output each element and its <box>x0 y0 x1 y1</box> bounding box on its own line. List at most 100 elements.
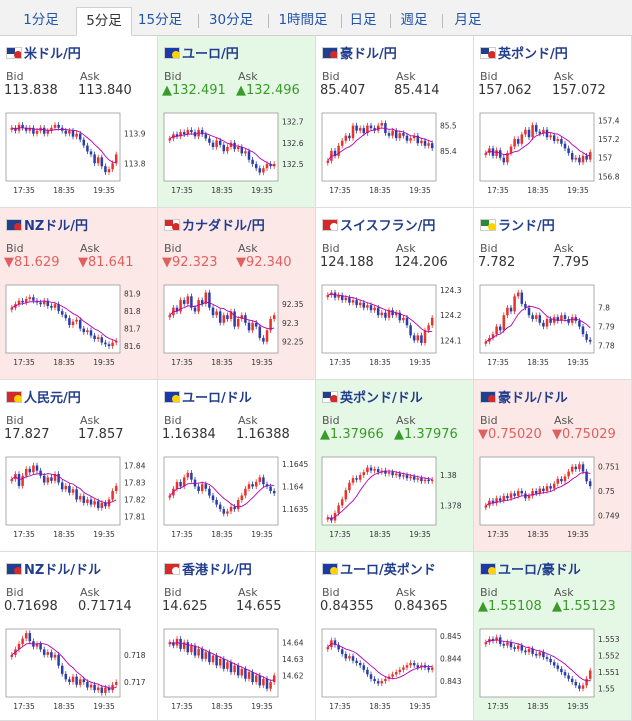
candle-down <box>412 476 416 480</box>
candle-down <box>384 470 387 474</box>
candle-down <box>570 153 574 160</box>
pair-title[interactable]: ユーロ/ドル <box>164 387 252 406</box>
candle-down <box>355 478 358 480</box>
candle-up <box>513 296 516 312</box>
candle-up <box>326 647 330 650</box>
candle-down <box>384 312 387 318</box>
candle-up <box>114 485 118 491</box>
candle-up <box>506 642 509 646</box>
candle-down <box>265 678 269 689</box>
pair-title[interactable]: 人民元/円 <box>6 387 81 406</box>
candle-down <box>412 663 416 666</box>
candle-up <box>186 296 190 304</box>
candle-up <box>262 168 265 173</box>
pair-title[interactable]: カナダドル/円 <box>164 215 265 234</box>
price-chart: 14.64 14.63 14.62 17:35 18:35 19:35 <box>163 628 304 711</box>
y-tick-label: 132.5 <box>282 160 304 169</box>
candle-down <box>50 652 53 658</box>
y-tick-label: 1.552 <box>598 652 620 661</box>
pair-cell[interactable]: ユーロ/ドル Bid Ask 1.16384 1.16388 1.1645 1.164 1.1… <box>158 380 316 552</box>
pair-cell[interactable]: 香港ドル/円 Bid Ask 14.625 14.655 14.64 14.63 14.62 1… <box>158 552 316 721</box>
candle-up <box>549 135 552 138</box>
candle-up <box>71 321 75 326</box>
pair-cell[interactable]: ユーロ/円 Bid Ask ▲132.491 ▲132.496 132.7 132.6 132… <box>158 36 316 208</box>
candle-up <box>182 642 186 649</box>
pair-cell[interactable]: ランド/円 Bid Ask 7.782 7.795 7.8 7.79 7.78 17:35 18:… <box>474 208 632 380</box>
ask-value: 124.206 <box>394 255 448 270</box>
tab-6[interactable]: 週足 <box>400 12 428 28</box>
pair-cell[interactable]: カナダドル/円 Bid Ask ▼92.323 ▼92.340 92.35 92.3 92.2… <box>158 208 316 380</box>
pair-title[interactable]: 豪ドル/円 <box>322 43 397 62</box>
candle-up <box>387 310 391 318</box>
candle-up <box>484 505 488 508</box>
candle-down <box>82 139 86 146</box>
pair-cell[interactable]: 米ドル/円 Bid Ask 113.838 113.840 113.9 113.8 17:35… <box>0 36 158 208</box>
pair-title[interactable]: NZドル/円 <box>6 215 88 234</box>
candle-up <box>502 315 506 331</box>
tab-2[interactable]: 15分足 <box>137 12 183 28</box>
candle-up <box>351 125 355 139</box>
tab-5[interactable]: 日足 <box>349 12 377 28</box>
candle-down <box>567 319 570 323</box>
pair-title[interactable]: 米ドル/円 <box>6 43 81 62</box>
candle-down <box>208 652 211 663</box>
candle-up <box>240 495 244 501</box>
candle-down <box>82 679 86 683</box>
pair-cell[interactable]: 豪ドル/円 Bid Ask 85.407 85.414 85.5 85.4 17:35 18:3… <box>316 36 474 208</box>
pair-name: ユーロ/ドル <box>182 391 252 406</box>
candle-down <box>42 127 46 134</box>
candle-up <box>427 325 430 331</box>
candle-up <box>197 300 200 312</box>
pair-title[interactable]: NZドル/ドル <box>6 559 101 578</box>
pair-cell[interactable]: NZドル/ドル Bid Ask 0.71698 0.71714 0.718 0.717 17:… <box>0 552 158 721</box>
chart-frame <box>321 456 437 526</box>
candle-up <box>402 667 405 670</box>
candle-down <box>516 139 520 144</box>
x-tick-label: 17:35 <box>329 530 351 539</box>
pair-title[interactable]: 英ポンド/円 <box>480 43 568 62</box>
y-tick-label: 1.551 <box>598 668 620 677</box>
candle-up <box>387 472 391 474</box>
pair-cell[interactable]: 英ポンド/円 Bid Ask 157.062 157.072 157.4 157.2 157 1… <box>474 36 632 208</box>
pair-title[interactable]: 豪ドル/ドル <box>480 387 568 406</box>
candle-up <box>366 125 369 134</box>
chart-frame <box>163 456 279 526</box>
tab-3[interactable]: 30分足 <box>208 12 254 28</box>
pair-cell[interactable]: 英ポンド/ドル Bid Ask ▲1.37966 ▲1.37976 1.38 1.378 17… <box>316 380 474 552</box>
tab-1[interactable]: 5分足 <box>76 7 132 36</box>
candle-down <box>373 128 376 131</box>
bid-value: ▲1.55108 <box>478 599 542 614</box>
pair-title[interactable]: 英ポンド/ドル <box>322 387 423 406</box>
pair-cell[interactable]: ユーロ/英ポンド Bid Ask 0.84355 0.84365 0.845 0.844 0.… <box>316 552 474 721</box>
candle-down <box>545 657 549 659</box>
candle-up <box>506 153 509 163</box>
pair-cell[interactable]: NZドル/円 Bid Ask ▼81.629 ▼81.641 81.9 81.8 81.7 81… <box>0 208 158 380</box>
pair-title[interactable]: 香港ドル/円 <box>164 559 252 578</box>
candle-down <box>552 662 556 666</box>
candle-down <box>208 488 211 496</box>
candle-up <box>24 468 28 476</box>
candle-down <box>86 145 89 152</box>
candle-up <box>197 648 200 656</box>
pair-cell[interactable]: スイスフラン/円 Bid Ask 124.188 124.206 124.3 124.2 12… <box>316 208 474 380</box>
candle-up <box>114 154 118 164</box>
pair-cell[interactable]: ユーロ/豪ドル Bid Ask ▲1.55108 ▲1.55123 1.553 1.552 1… <box>474 552 632 721</box>
candle-down <box>190 130 193 133</box>
pair-title[interactable]: ユーロ/豪ドル <box>480 559 581 578</box>
ask-value: 17.857 <box>78 427 124 442</box>
tab-4[interactable]: 1時間足 <box>278 12 328 28</box>
pair-title[interactable]: スイスフラン/円 <box>322 215 435 234</box>
y-tick-label: 157 <box>598 154 613 163</box>
pair-title[interactable]: ユーロ/円 <box>164 43 239 62</box>
candle-down <box>394 130 398 139</box>
y-tick-label: 113.9 <box>124 130 146 139</box>
pair-cell[interactable]: 豪ドル/ドル Bid Ask ▼0.75020 ▼0.75029 0.751 0.75 0.7… <box>474 380 632 552</box>
x-tick-label: 17:35 <box>171 702 193 711</box>
candle-up <box>344 490 348 500</box>
pair-cell[interactable]: 人民元/円 Bid Ask 17.827 17.857 17.84 17.83 17.82 17… <box>0 380 158 552</box>
pair-title[interactable]: ユーロ/英ポンド <box>322 559 436 578</box>
tab-0[interactable]: 1分足 <box>23 12 59 28</box>
pair-title[interactable]: ランド/円 <box>480 215 555 234</box>
tab-7[interactable]: 月足 <box>454 12 482 28</box>
candle-up <box>337 145 340 156</box>
